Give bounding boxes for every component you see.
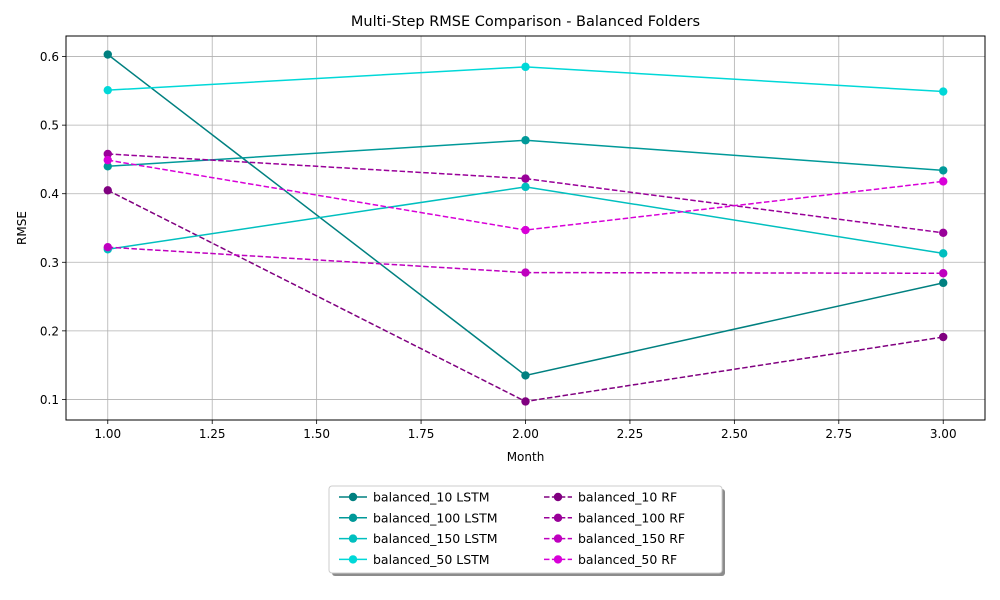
legend-marker	[553, 534, 563, 543]
x-tick-label: 1.00	[94, 427, 121, 441]
legend-marker	[348, 513, 358, 522]
series-6	[103, 243, 948, 278]
y-tick-label: 0.1	[40, 393, 59, 407]
data-point	[103, 85, 112, 95]
data-point	[521, 174, 530, 183]
series-2	[103, 186, 948, 406]
data-point	[939, 166, 948, 175]
x-axis-ticks: 1.00 1.25 1.50 1.75 2.00 2.25 2.50 2.75 3.00	[94, 420, 957, 441]
x-tick-label: 2.75	[825, 427, 852, 441]
series-7	[103, 62, 948, 96]
x-axis-label: Month	[507, 450, 545, 464]
data-point	[939, 278, 948, 288]
data-point	[521, 371, 530, 380]
legend-item: balanced_50 RF	[544, 552, 677, 567]
legend-label: balanced_150 RF	[578, 531, 685, 546]
legend-marker	[553, 555, 563, 564]
data-point	[521, 136, 530, 145]
data-point	[103, 162, 112, 171]
series-3	[103, 136, 948, 175]
x-tick-label: 2.00	[512, 427, 539, 441]
legend-items: balanced_10 LSTM balanced_10 RF balanced_1…	[339, 490, 685, 567]
y-tick-label: 0.6	[40, 50, 59, 64]
x-tick-label: 2.25	[617, 427, 644, 441]
data-point	[521, 62, 530, 72]
series-line	[107, 153, 944, 234]
legend-label: balanced_10 LSTM	[373, 490, 490, 505]
data-point	[521, 268, 530, 277]
data-point	[939, 177, 948, 186]
data-point	[103, 186, 112, 195]
legend-item: balanced_100 RF	[544, 510, 685, 525]
x-tick-label: 1.25	[199, 427, 226, 441]
data-point	[103, 149, 112, 159]
legend-marker	[348, 492, 358, 502]
series-8	[103, 155, 948, 235]
legend-label: balanced_10 RF	[578, 490, 677, 505]
x-tick-label: 3.00	[930, 427, 957, 441]
legend-label: balanced_100 LSTM	[373, 510, 498, 525]
legend-item: balanced_100 LSTM	[339, 510, 498, 525]
data-point	[521, 225, 530, 235]
data-point	[103, 243, 112, 252]
legend-label: balanced_150 LSTM	[373, 531, 498, 546]
x-tick-label: 1.75	[408, 427, 435, 441]
legend-item: balanced_150 LSTM	[339, 531, 498, 546]
legend-label: balanced_50 RF	[578, 552, 677, 567]
y-tick-label: 0.3	[40, 256, 59, 270]
y-tick-label: 0.2	[40, 324, 59, 338]
data-point	[939, 332, 948, 342]
legend-item: balanced_150 RF	[544, 531, 685, 546]
y-tick-label: 0.4	[40, 187, 59, 201]
legend-marker	[553, 513, 563, 522]
y-axis-ticks: 0.1 0.2 0.3 0.4 0.5 0.6	[40, 50, 66, 407]
series-4	[103, 149, 948, 237]
x-tick-label: 1.50	[303, 427, 330, 441]
legend-marker	[348, 555, 358, 564]
series-line	[107, 246, 944, 275]
legend-marker	[348, 534, 358, 543]
legend-marker	[553, 492, 563, 502]
legend-label: balanced_100 RF	[578, 510, 685, 525]
y-axis-label: RMSE	[15, 211, 29, 245]
legend-label: balanced_50 LSTM	[373, 552, 490, 567]
data-point	[939, 228, 948, 237]
data-point	[521, 182, 530, 192]
data-point	[939, 87, 948, 96]
chart-title: Multi-Step RMSE Comparison - Balanced Fo…	[351, 14, 700, 30]
data-point	[939, 249, 948, 258]
data-point	[521, 397, 530, 406]
data-point	[103, 50, 112, 59]
legend-item: balanced_50 LSTM	[339, 552, 490, 567]
legend-item: balanced_10 LSTM	[339, 490, 490, 505]
data-point	[939, 269, 948, 278]
legend-item: balanced_10 RF	[544, 490, 677, 505]
x-tick-label: 2.50	[721, 427, 748, 441]
legend-box	[328, 485, 723, 574]
legend: balanced_10 LSTM balanced_10 RF balanced_1…	[328, 485, 725, 576]
y-tick-label: 0.5	[40, 119, 59, 133]
data-point	[103, 155, 112, 165]
series-group	[103, 50, 948, 406]
